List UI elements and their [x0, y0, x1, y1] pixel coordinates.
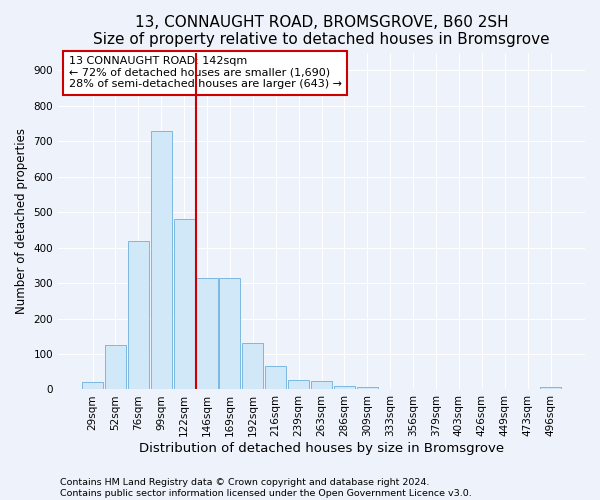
Bar — [196, 278, 218, 390]
Bar — [265, 366, 286, 390]
Bar — [311, 380, 332, 390]
Y-axis label: Number of detached properties: Number of detached properties — [15, 128, 28, 314]
Bar — [403, 388, 424, 390]
X-axis label: Distribution of detached houses by size in Bromsgrove: Distribution of detached houses by size … — [139, 442, 504, 455]
Bar — [334, 386, 355, 390]
Bar — [82, 382, 103, 390]
Bar — [151, 130, 172, 390]
Bar — [220, 278, 241, 390]
Title: 13, CONNAUGHT ROAD, BROMSGROVE, B60 2SH
Size of property relative to detached ho: 13, CONNAUGHT ROAD, BROMSGROVE, B60 2SH … — [93, 15, 550, 48]
Bar — [425, 388, 446, 390]
Bar — [128, 242, 149, 390]
Bar — [242, 342, 263, 390]
Bar — [380, 388, 401, 390]
Text: 13 CONNAUGHT ROAD: 142sqm
← 72% of detached houses are smaller (1,690)
28% of se: 13 CONNAUGHT ROAD: 142sqm ← 72% of detac… — [68, 56, 341, 90]
Text: Contains HM Land Registry data © Crown copyright and database right 2024.
Contai: Contains HM Land Registry data © Crown c… — [60, 478, 472, 498]
Bar — [540, 386, 561, 390]
Bar — [288, 380, 309, 390]
Bar — [173, 220, 194, 390]
Bar — [357, 386, 378, 390]
Bar — [105, 345, 126, 390]
